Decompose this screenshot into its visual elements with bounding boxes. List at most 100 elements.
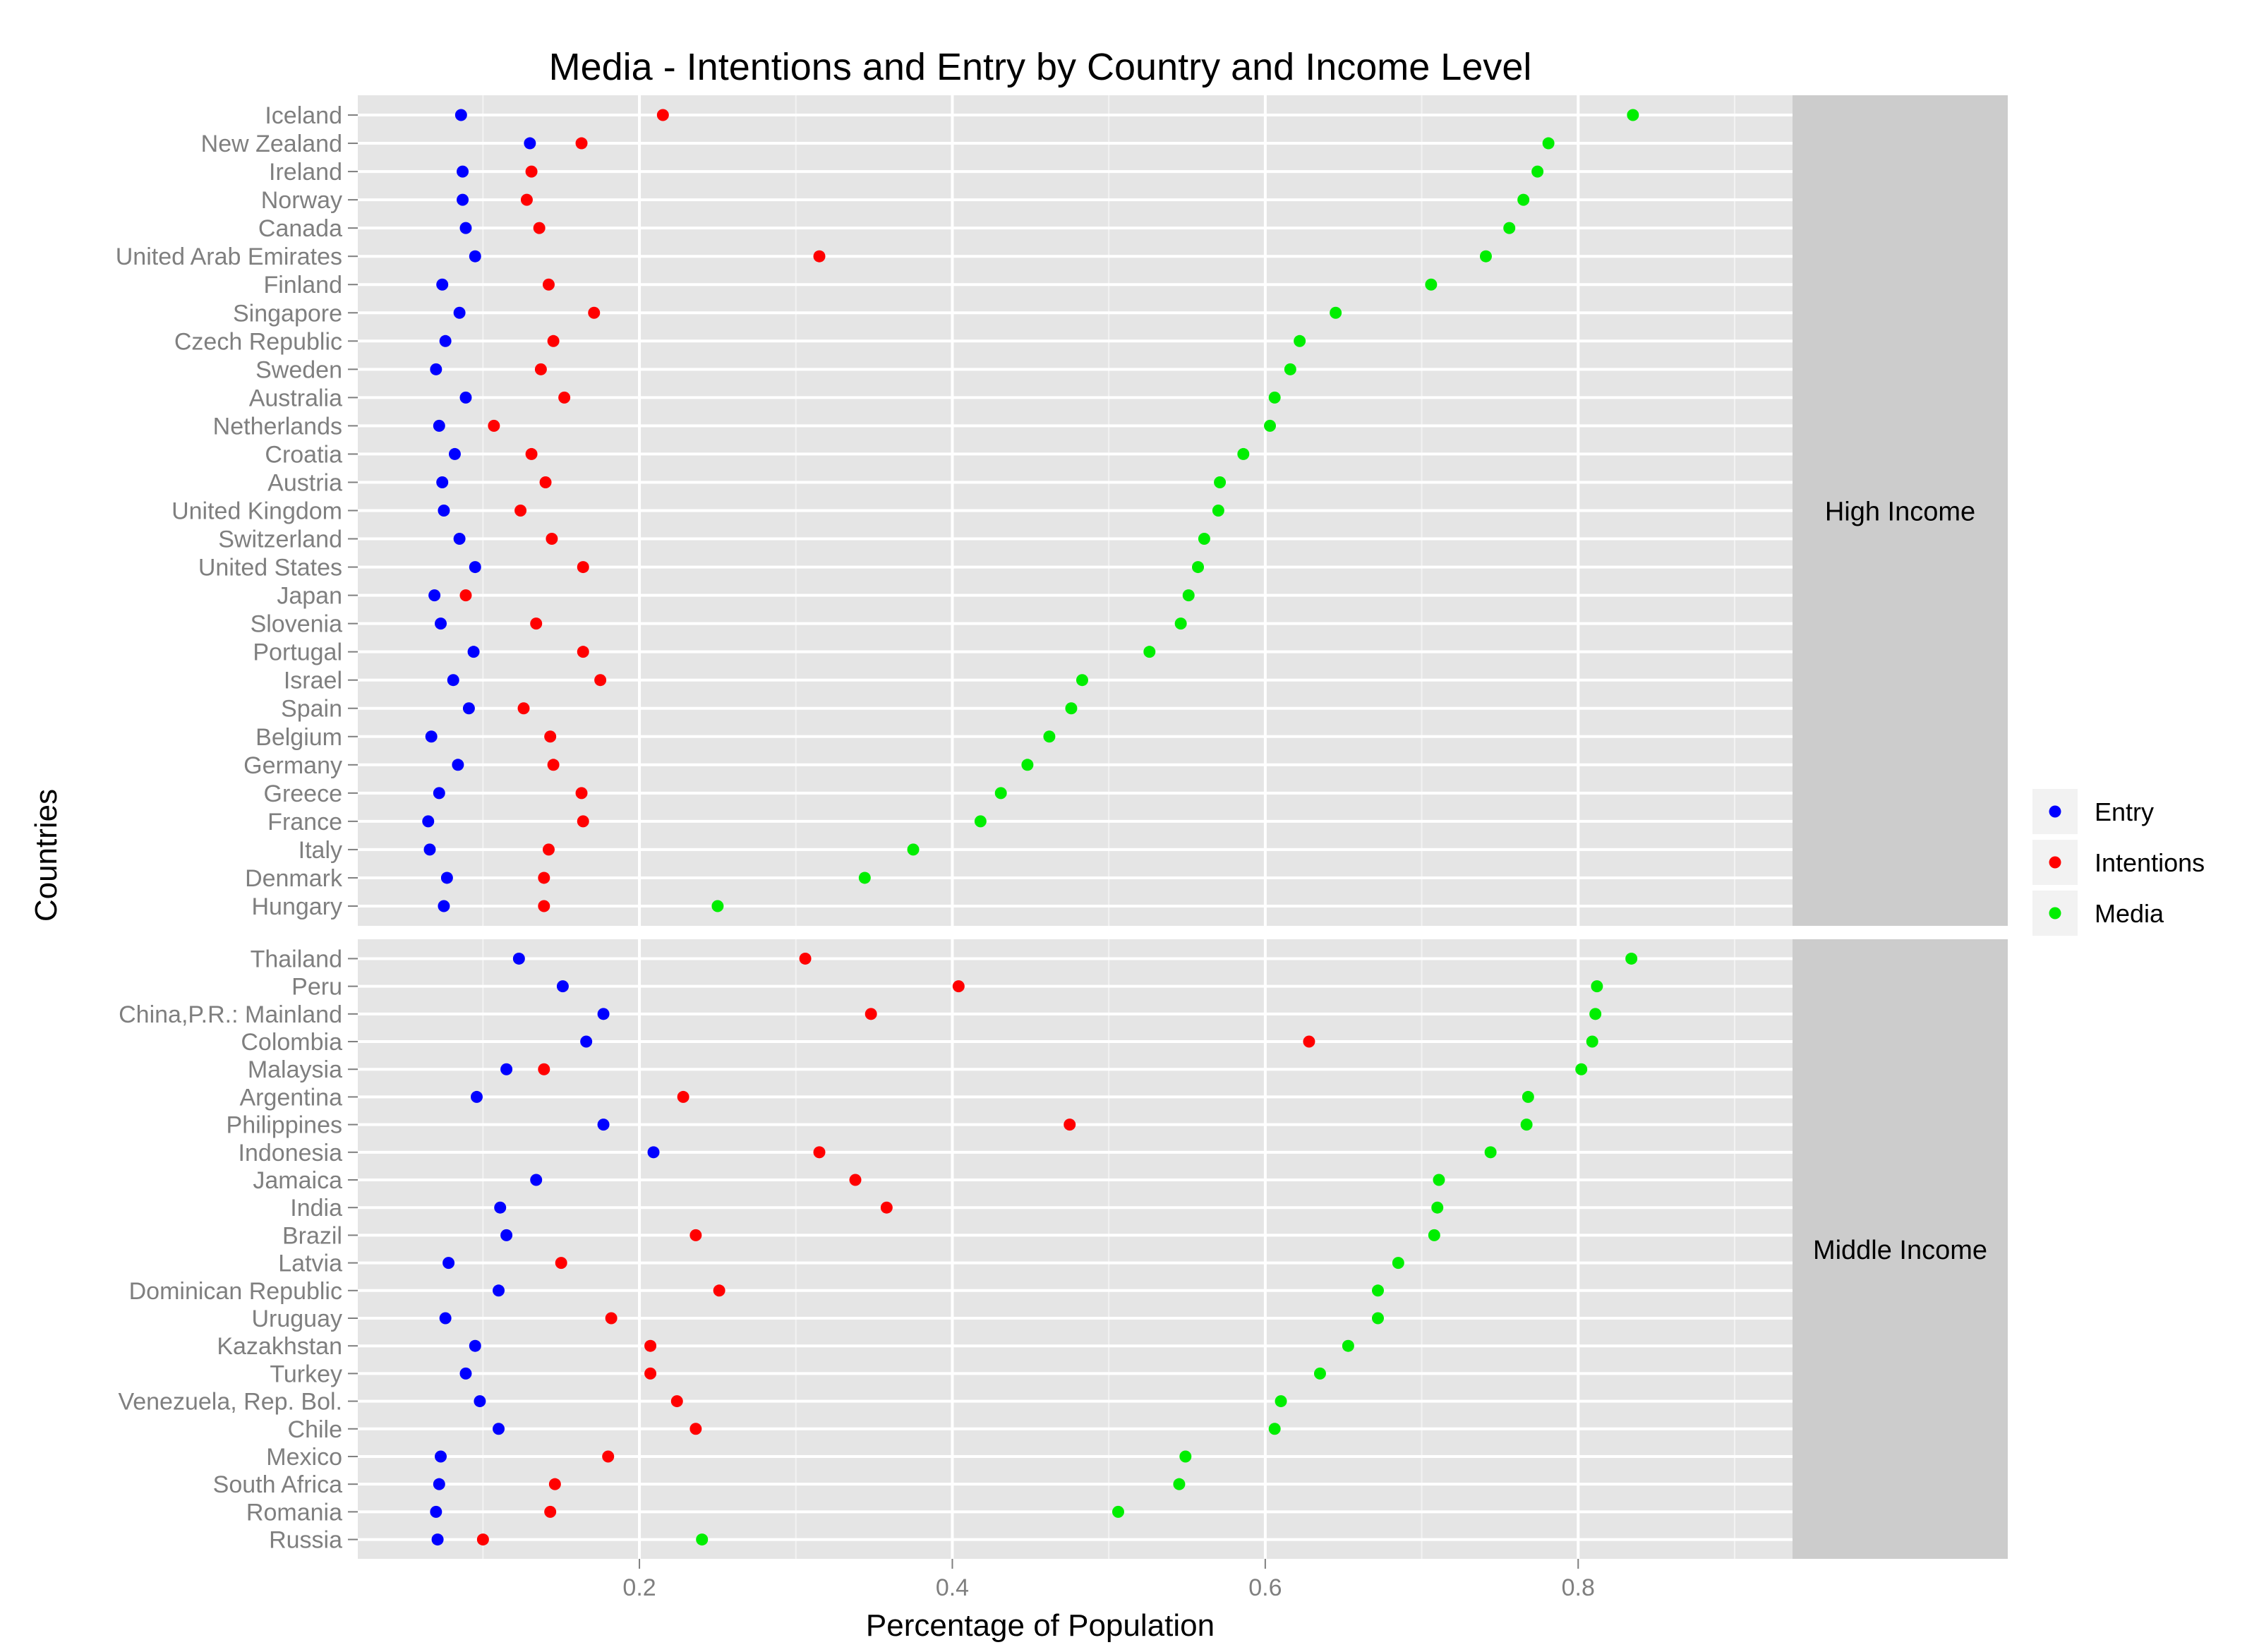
y-axis-title: Countries xyxy=(29,789,64,922)
y-tick-label-uruguay: Uruguay xyxy=(251,1306,342,1332)
y-tick-label-thailand: Thailand xyxy=(251,946,342,972)
y-tick-label-indonesia: Indonesia xyxy=(239,1140,343,1166)
y-tick-label-jamaica: Jamaica xyxy=(253,1167,342,1194)
point-entry-ireland xyxy=(457,165,469,178)
y-tick-label-israel: Israel xyxy=(284,668,342,694)
y-tick-label-united-arab-emirates: United Arab Emirates xyxy=(116,243,342,270)
legend-item-entry: Entry xyxy=(2032,789,2154,834)
point-media-denmark xyxy=(858,872,871,884)
point-intentions-canada xyxy=(533,222,546,234)
point-media-thailand xyxy=(1625,952,1638,965)
point-media-jamaica xyxy=(1433,1174,1445,1186)
y-tick-label-mexico: Mexico xyxy=(266,1444,342,1471)
y-tick-label-spain: Spain xyxy=(281,696,342,723)
point-intentions-italy xyxy=(542,843,555,856)
y-tick-label-ireland: Ireland xyxy=(269,159,342,186)
point-intentions-greece xyxy=(575,787,588,800)
x-tick-label: 0.2 xyxy=(622,1574,656,1601)
point-entry-united-arab-emirates xyxy=(469,250,481,263)
y-tick-label-belgium: Belgium xyxy=(255,724,342,751)
point-media-united-states xyxy=(1192,561,1205,574)
y-tick-label-finland: Finland xyxy=(263,272,342,299)
point-media-ireland xyxy=(1531,165,1544,178)
point-intentions-iceland xyxy=(656,109,669,121)
point-media-mexico xyxy=(1179,1450,1192,1463)
y-tick-label-peru: Peru xyxy=(291,974,342,1001)
point-intentions-romania xyxy=(544,1505,557,1518)
point-intentions-united-arab-emirates xyxy=(813,250,826,263)
x-axis-title: Percentage of Population xyxy=(866,1608,1215,1643)
y-tick-label-russia: Russia xyxy=(269,1527,342,1554)
point-entry-south-africa xyxy=(433,1478,445,1490)
point-intentions-australia xyxy=(558,391,571,404)
legend: Entry Intentions Media xyxy=(2032,789,2205,936)
point-media-china-p-r-mainland xyxy=(1589,1008,1602,1020)
point-intentions-singapore xyxy=(588,306,601,319)
x-tick-label: 0.8 xyxy=(1562,1574,1595,1601)
point-intentions-netherlands xyxy=(488,419,500,432)
point-media-india xyxy=(1431,1201,1444,1214)
point-media-sweden xyxy=(1284,363,1296,375)
point-intentions-dominican-republic xyxy=(713,1284,725,1297)
facet-strip xyxy=(1793,95,2008,926)
point-intentions-mexico xyxy=(602,1450,615,1463)
point-intentions-peru xyxy=(952,980,965,993)
point-entry-finland xyxy=(436,278,449,291)
point-media-turkey xyxy=(1313,1367,1326,1380)
y-tick-label-united-states: United States xyxy=(198,555,342,581)
y-tick-label-brazil: Brazil xyxy=(282,1222,342,1249)
point-entry-china-p-r-mainland xyxy=(597,1008,610,1020)
point-media-argentina xyxy=(1522,1090,1534,1103)
point-media-colombia xyxy=(1586,1035,1598,1048)
point-intentions-latvia xyxy=(555,1257,567,1270)
point-entry-venezuela-rep-bol xyxy=(474,1395,486,1408)
point-intentions-kazakhstan xyxy=(644,1339,657,1352)
point-media-latvia xyxy=(1392,1257,1404,1270)
point-entry-thailand xyxy=(512,952,525,965)
y-tick-label-slovenia: Slovenia xyxy=(251,611,343,638)
point-entry-new-zealand xyxy=(524,137,536,150)
point-media-croatia xyxy=(1237,447,1250,460)
point-intentions-venezuela-rep-bol xyxy=(670,1395,683,1408)
point-intentions-france xyxy=(577,815,589,828)
point-intentions-norway xyxy=(520,193,533,206)
point-entry-norway xyxy=(457,193,469,206)
point-intentions-colombia xyxy=(1303,1035,1315,1048)
point-media-finland xyxy=(1425,278,1438,291)
point-entry-hungary xyxy=(438,900,450,912)
point-intentions-uruguay xyxy=(605,1312,618,1325)
point-entry-singapore xyxy=(453,306,466,319)
facet-label-high-income: High Income xyxy=(1825,498,1975,527)
point-entry-sweden xyxy=(430,363,442,375)
point-intentions-united-kingdom xyxy=(514,505,527,517)
point-media-united-kingdom xyxy=(1212,505,1224,517)
point-media-indonesia xyxy=(1484,1146,1497,1159)
point-entry-philippines xyxy=(597,1119,610,1131)
point-intentions-germany xyxy=(547,759,560,771)
y-tick-label-czech-republic: Czech Republic xyxy=(174,328,342,355)
point-media-russia xyxy=(696,1533,709,1546)
point-entry-denmark xyxy=(440,872,453,884)
point-media-hungary xyxy=(711,900,724,912)
point-intentions-belgium xyxy=(544,730,557,743)
y-tick-label-colombia: Colombia xyxy=(241,1029,342,1056)
point-entry-argentina xyxy=(470,1090,483,1103)
legend-key-dot xyxy=(2049,856,2061,869)
legend-item-media: Media xyxy=(2032,891,2164,936)
point-intentions-thailand xyxy=(799,952,812,965)
y-tick-label-japan: Japan xyxy=(277,583,342,610)
point-entry-france xyxy=(422,815,435,828)
point-entry-turkey xyxy=(459,1367,472,1380)
point-intentions-ireland xyxy=(525,165,538,178)
point-entry-mexico xyxy=(435,1450,447,1463)
y-tick-label-canada: Canada xyxy=(258,215,342,242)
point-entry-belgium xyxy=(425,730,438,743)
point-intentions-finland xyxy=(542,278,555,291)
point-entry-india xyxy=(494,1201,507,1214)
x-tick-label: 0.4 xyxy=(936,1574,969,1601)
y-tick-label-turkey: Turkey xyxy=(270,1361,342,1387)
legend-key-dot xyxy=(2049,805,2061,818)
y-tick-label-argentina: Argentina xyxy=(239,1084,342,1111)
